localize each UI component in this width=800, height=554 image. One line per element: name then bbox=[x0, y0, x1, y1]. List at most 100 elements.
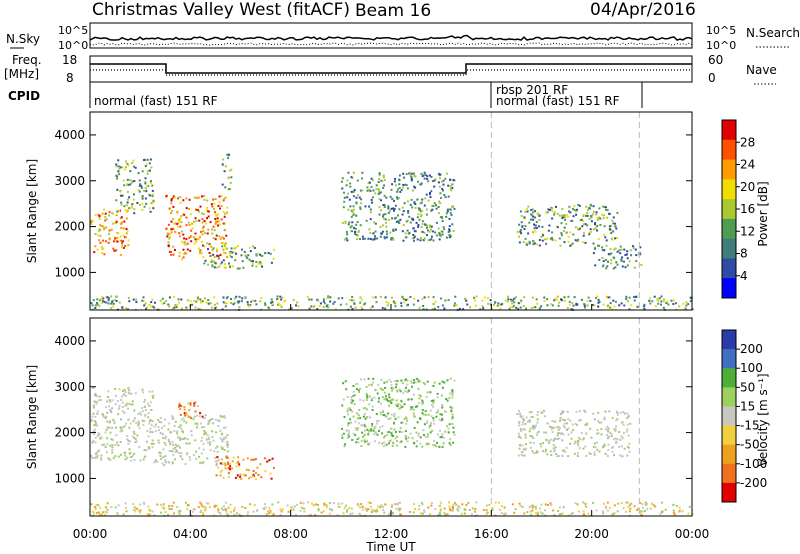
scatter-cell bbox=[126, 190, 129, 193]
scatter-cell bbox=[519, 301, 522, 304]
scatter-cell bbox=[524, 448, 527, 451]
scatter-cell bbox=[92, 404, 95, 407]
scatter-cell bbox=[542, 234, 545, 237]
scatter-cell bbox=[394, 437, 397, 440]
scatter-cell bbox=[251, 264, 254, 267]
colorbar-swatch bbox=[722, 199, 736, 220]
scatter-cell bbox=[528, 430, 531, 433]
scatter-cell bbox=[626, 257, 629, 260]
scatter-cell bbox=[223, 436, 226, 439]
scatter-cell bbox=[214, 213, 217, 216]
scatter-cell bbox=[267, 252, 270, 254]
scatter-cell bbox=[178, 405, 180, 408]
scatter-cell bbox=[313, 503, 315, 506]
scatter-cell bbox=[200, 509, 202, 512]
scatter-cell bbox=[114, 455, 117, 458]
scatter-cell bbox=[562, 425, 565, 427]
scatter-cell bbox=[252, 458, 255, 461]
scatter-cell bbox=[524, 433, 527, 436]
scatter-cell bbox=[452, 230, 455, 232]
scatter-cell bbox=[612, 230, 615, 233]
scatter-cell bbox=[519, 229, 522, 231]
scatter-cell bbox=[150, 202, 153, 205]
scatter-cell bbox=[214, 418, 217, 421]
scatter-cell bbox=[252, 245, 254, 248]
scatter-cell bbox=[211, 264, 214, 266]
scatter-cell bbox=[582, 438, 585, 441]
scatter-cell bbox=[518, 502, 521, 505]
scatter-cell bbox=[566, 422, 568, 425]
scatter-cell bbox=[581, 225, 584, 228]
scatter-cell bbox=[581, 241, 584, 243]
scatter-cell bbox=[103, 228, 105, 231]
scatter-cell bbox=[624, 510, 627, 513]
scatter-cell bbox=[98, 229, 101, 232]
scatter-cell bbox=[201, 436, 204, 439]
scatter-cell bbox=[172, 196, 175, 199]
scatter-cell bbox=[449, 444, 452, 446]
scatter-cell bbox=[616, 411, 619, 414]
scatter-cell bbox=[156, 503, 159, 506]
scatter-cell bbox=[247, 305, 250, 308]
scatter-cell bbox=[236, 474, 239, 477]
scatter-cell bbox=[183, 242, 186, 245]
scatter-cell bbox=[417, 225, 420, 228]
scatter-cell bbox=[186, 508, 189, 511]
scatter-cell bbox=[167, 241, 170, 244]
scatter-cell bbox=[139, 183, 141, 186]
scatter-cell bbox=[359, 417, 362, 419]
scatter-cell bbox=[224, 243, 226, 246]
scatter-cell bbox=[494, 301, 497, 304]
scatter-cell bbox=[193, 196, 196, 199]
scatter-cell bbox=[364, 429, 366, 432]
scatter-cell bbox=[411, 237, 414, 240]
scatter-cell bbox=[94, 304, 97, 307]
scatter-cell bbox=[111, 451, 114, 454]
scatter-cell bbox=[300, 501, 303, 504]
scatter-cell bbox=[439, 429, 441, 432]
scatter-cell bbox=[111, 438, 114, 441]
scatter-cell bbox=[213, 266, 216, 269]
scatter-cell bbox=[121, 246, 124, 248]
scatter-cell bbox=[365, 408, 368, 411]
cpid-segment-2: rbsp 201 RF bbox=[496, 83, 568, 97]
scatter-cell bbox=[269, 458, 272, 461]
scatter-cell bbox=[398, 187, 401, 189]
scatter-cell bbox=[355, 196, 358, 199]
colorbar-swatch bbox=[722, 258, 736, 279]
scatter-cell bbox=[412, 511, 415, 514]
scatter-cell bbox=[627, 416, 629, 419]
scatter-cell bbox=[561, 454, 564, 457]
scatter-cell bbox=[532, 506, 534, 509]
scatter-cell bbox=[371, 423, 374, 425]
scatter-cell bbox=[151, 446, 154, 449]
scatter-cell bbox=[185, 207, 188, 210]
scatter-cell bbox=[213, 296, 216, 299]
scatter-cell bbox=[146, 306, 149, 309]
scatter-cell bbox=[556, 295, 559, 298]
scatter-cell bbox=[560, 298, 562, 301]
scatter-cell bbox=[150, 430, 153, 433]
scatter-cell bbox=[629, 507, 632, 510]
scatter-cell bbox=[542, 442, 545, 445]
scatter-cell bbox=[385, 221, 388, 224]
scatter-cell bbox=[417, 224, 420, 226]
scatter-cell bbox=[247, 303, 249, 306]
scatter-cell bbox=[596, 295, 599, 298]
scatter-cell bbox=[112, 222, 115, 225]
scatter-cell bbox=[112, 302, 115, 305]
scatter-cell bbox=[342, 206, 345, 209]
scatter-cell bbox=[369, 238, 372, 240]
scatter-cell bbox=[91, 419, 94, 422]
scatter-cell bbox=[241, 297, 244, 300]
scatter-cell bbox=[379, 225, 382, 228]
scatter-cell bbox=[433, 185, 436, 188]
scatter-cell bbox=[125, 422, 128, 425]
scatter-cell bbox=[94, 392, 97, 395]
scatter-cell bbox=[131, 162, 134, 165]
scatter-cell bbox=[207, 215, 210, 218]
scatter-cell bbox=[685, 301, 688, 304]
scatter-cell bbox=[474, 299, 476, 302]
scatter-cell bbox=[441, 188, 444, 190]
scatter-cell bbox=[517, 307, 520, 310]
